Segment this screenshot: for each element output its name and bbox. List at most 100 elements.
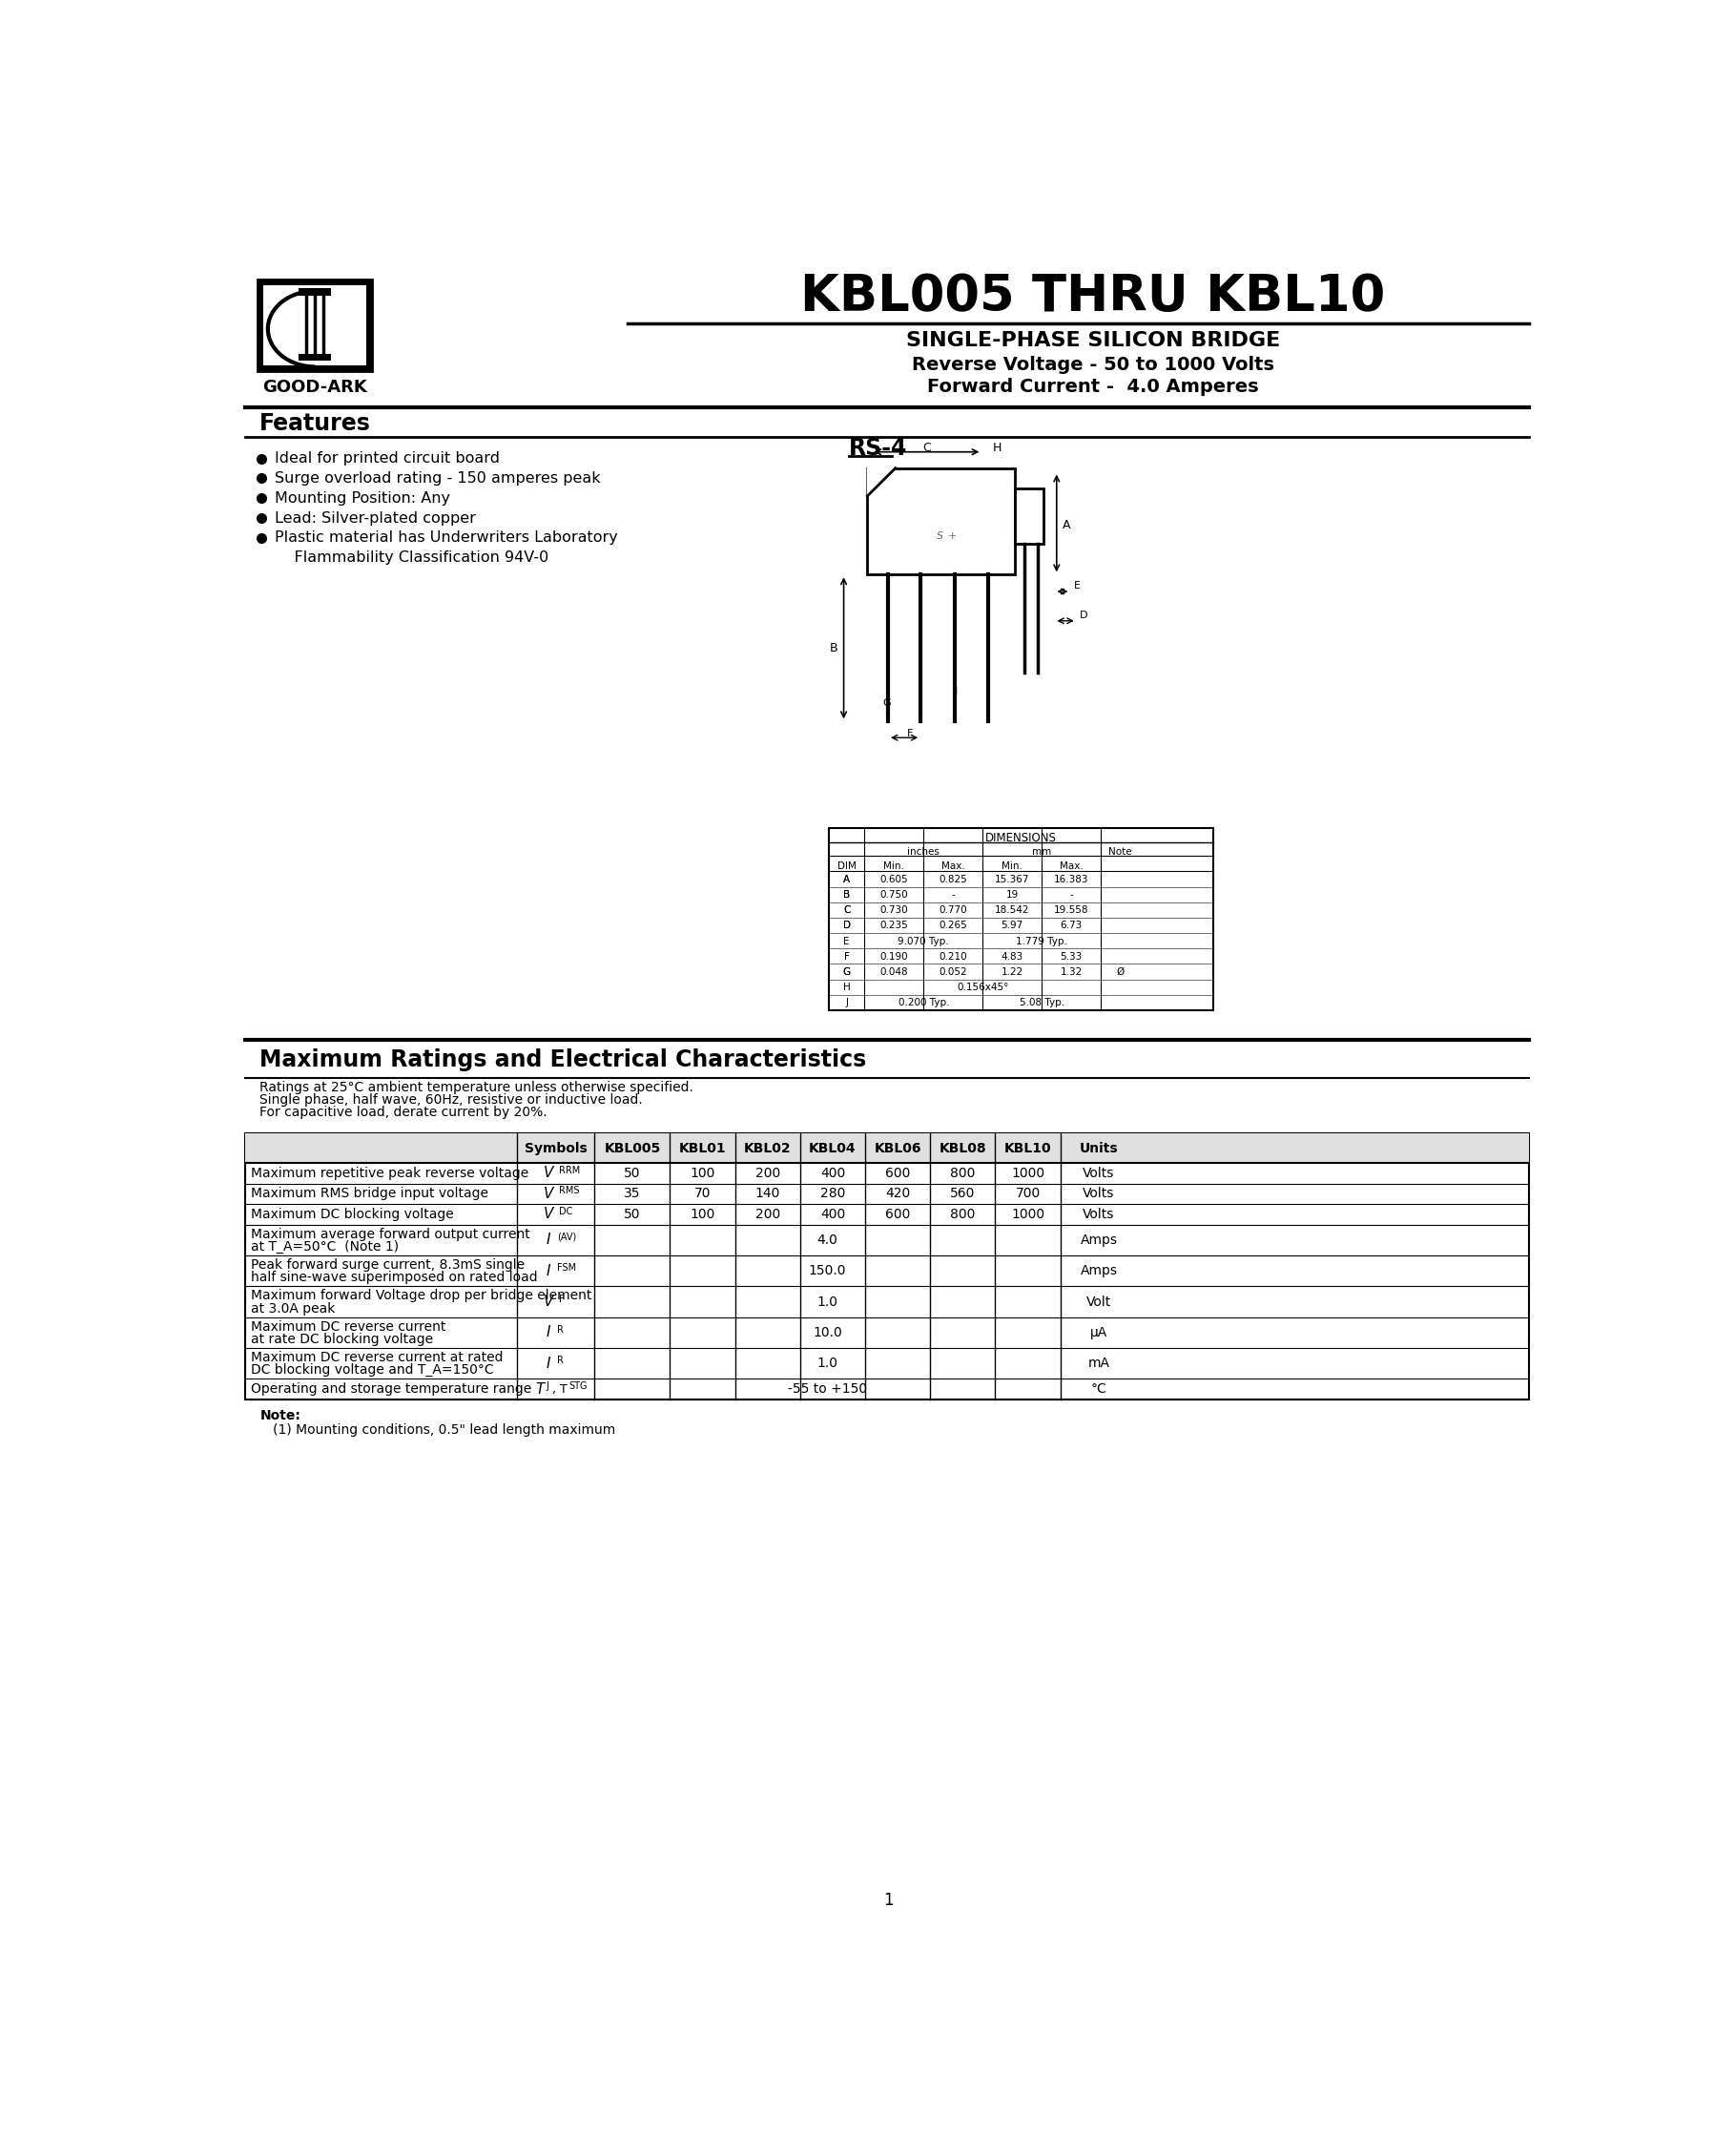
- Text: (1) Mounting conditions, 0.5" lead length maximum: (1) Mounting conditions, 0.5" lead lengt…: [272, 1423, 614, 1438]
- Text: 200: 200: [755, 1207, 781, 1220]
- Text: 0.770: 0.770: [939, 906, 966, 914]
- Text: 5.97: 5.97: [1001, 921, 1024, 931]
- Text: I: I: [547, 1326, 550, 1339]
- Text: V: V: [543, 1186, 553, 1201]
- Text: A: A: [843, 875, 850, 884]
- Text: 0.210: 0.210: [939, 951, 966, 962]
- Text: 560: 560: [951, 1188, 975, 1201]
- Text: Volts: Volts: [1083, 1207, 1114, 1220]
- Text: DC blocking voltage and T_A=150°C: DC blocking voltage and T_A=150°C: [252, 1363, 494, 1378]
- Text: Features: Features: [260, 412, 371, 436]
- Text: S: S: [937, 530, 944, 541]
- Bar: [298, 289, 331, 295]
- Text: C: C: [843, 906, 850, 914]
- Text: RMS: RMS: [559, 1186, 579, 1197]
- Text: 400: 400: [821, 1166, 845, 1179]
- Text: SINGLE-PHASE SILICON BRIDGE: SINGLE-PHASE SILICON BRIDGE: [906, 332, 1280, 351]
- Text: A: A: [843, 875, 850, 884]
- Text: Units: Units: [1079, 1143, 1117, 1156]
- Text: D: D: [1079, 610, 1088, 619]
- Text: 600: 600: [885, 1207, 911, 1220]
- Text: D: D: [843, 921, 850, 931]
- Text: Maximum DC reverse current: Maximum DC reverse current: [252, 1319, 446, 1332]
- Text: Note: Note: [1109, 847, 1131, 856]
- Text: half sine-wave superimposed on rated load: half sine-wave superimposed on rated loa…: [252, 1270, 538, 1285]
- Text: 0.048: 0.048: [880, 968, 907, 977]
- Text: 100: 100: [691, 1166, 715, 1179]
- Text: B: B: [843, 890, 850, 899]
- Text: KBL01: KBL01: [678, 1143, 727, 1156]
- Text: Ratings at 25°C ambient temperature unless otherwise specified.: Ratings at 25°C ambient temperature unle…: [260, 1080, 694, 1093]
- Text: Maximum repetitive peak reverse voltage: Maximum repetitive peak reverse voltage: [252, 1166, 529, 1179]
- Text: 0.265: 0.265: [939, 921, 968, 931]
- Text: KBL02: KBL02: [744, 1143, 791, 1156]
- Text: mm: mm: [1032, 847, 1051, 856]
- Text: KBL10: KBL10: [1005, 1143, 1051, 1156]
- Text: 6.73: 6.73: [1060, 921, 1083, 931]
- Text: FSM: FSM: [557, 1263, 576, 1272]
- Text: Ø: Ø: [1116, 968, 1124, 977]
- Text: 50: 50: [625, 1207, 640, 1220]
- Text: 35: 35: [625, 1188, 640, 1201]
- Text: Maximum RMS bridge input voltage: Maximum RMS bridge input voltage: [252, 1188, 488, 1201]
- Text: KBL08: KBL08: [939, 1143, 987, 1156]
- Text: F: F: [843, 951, 850, 962]
- Text: A: A: [1062, 520, 1070, 530]
- Text: KBL06: KBL06: [874, 1143, 921, 1156]
- Text: 140: 140: [755, 1188, 781, 1201]
- Text: -: -: [951, 890, 954, 899]
- Text: 1.0: 1.0: [817, 1356, 838, 1371]
- Text: 280: 280: [821, 1188, 845, 1201]
- Text: at rate DC blocking voltage: at rate DC blocking voltage: [252, 1332, 434, 1345]
- Text: Min.: Min.: [883, 862, 904, 871]
- Text: 4.83: 4.83: [1001, 951, 1024, 962]
- Text: inches: inches: [907, 847, 940, 856]
- Text: 9.070 Typ.: 9.070 Typ.: [899, 936, 949, 946]
- Text: RRM: RRM: [559, 1166, 579, 1175]
- Text: Surge overload rating - 150 amperes peak: Surge overload rating - 150 amperes peak: [274, 472, 600, 485]
- Text: E: E: [1074, 580, 1081, 591]
- Text: Min.: Min.: [1001, 862, 1022, 871]
- Text: G: G: [843, 968, 850, 977]
- Text: Amps: Amps: [1081, 1263, 1117, 1279]
- Text: -: -: [1069, 890, 1074, 899]
- Text: Maximum DC reverse current at rated: Maximum DC reverse current at rated: [252, 1352, 503, 1365]
- Text: DIMENSIONS: DIMENSIONS: [985, 832, 1057, 845]
- Text: F: F: [907, 729, 913, 737]
- Text: 70: 70: [694, 1188, 711, 1201]
- Text: 1.22: 1.22: [1001, 968, 1024, 977]
- Text: G: G: [883, 699, 890, 707]
- Text: 1: 1: [883, 1893, 894, 1908]
- Bar: [298, 354, 331, 360]
- Text: I: I: [547, 1356, 550, 1371]
- Text: V: V: [543, 1294, 553, 1309]
- Text: Operating and storage temperature range: Operating and storage temperature range: [252, 1382, 531, 1395]
- Text: 0.190: 0.190: [880, 951, 907, 962]
- Text: T: T: [534, 1382, 545, 1397]
- Bar: [245, 1134, 1529, 1162]
- Text: mA: mA: [1088, 1356, 1110, 1371]
- Text: Single phase, half wave, 60Hz, resistive or inductive load.: Single phase, half wave, 60Hz, resistive…: [260, 1093, 644, 1106]
- Text: 800: 800: [951, 1207, 975, 1220]
- Bar: [829, 828, 1213, 1011]
- Text: Max.: Max.: [1060, 862, 1083, 871]
- Text: 5.33: 5.33: [1060, 951, 1083, 962]
- Text: R: R: [557, 1356, 564, 1365]
- Text: V: V: [543, 1207, 553, 1222]
- Text: 0.156x45°: 0.156x45°: [956, 983, 1008, 992]
- Text: 10.0: 10.0: [812, 1326, 841, 1339]
- Text: B: B: [829, 642, 838, 653]
- Text: Max.: Max.: [942, 862, 965, 871]
- Text: , T: , T: [552, 1382, 567, 1395]
- Text: Reverse Voltage - 50 to 1000 Volts: Reverse Voltage - 50 to 1000 Volts: [911, 356, 1273, 373]
- Text: R: R: [557, 1326, 564, 1335]
- Text: Volt: Volt: [1086, 1296, 1112, 1309]
- Text: KBL005 THRU KBL10: KBL005 THRU KBL10: [800, 272, 1385, 321]
- Text: Note:: Note:: [260, 1410, 300, 1423]
- Text: Mounting Position: Any: Mounting Position: Any: [274, 492, 449, 505]
- Text: 200: 200: [755, 1166, 781, 1179]
- Text: °C: °C: [1091, 1382, 1107, 1395]
- Bar: [257, 280, 371, 371]
- Text: (AV): (AV): [557, 1233, 576, 1242]
- Bar: [245, 1134, 1529, 1399]
